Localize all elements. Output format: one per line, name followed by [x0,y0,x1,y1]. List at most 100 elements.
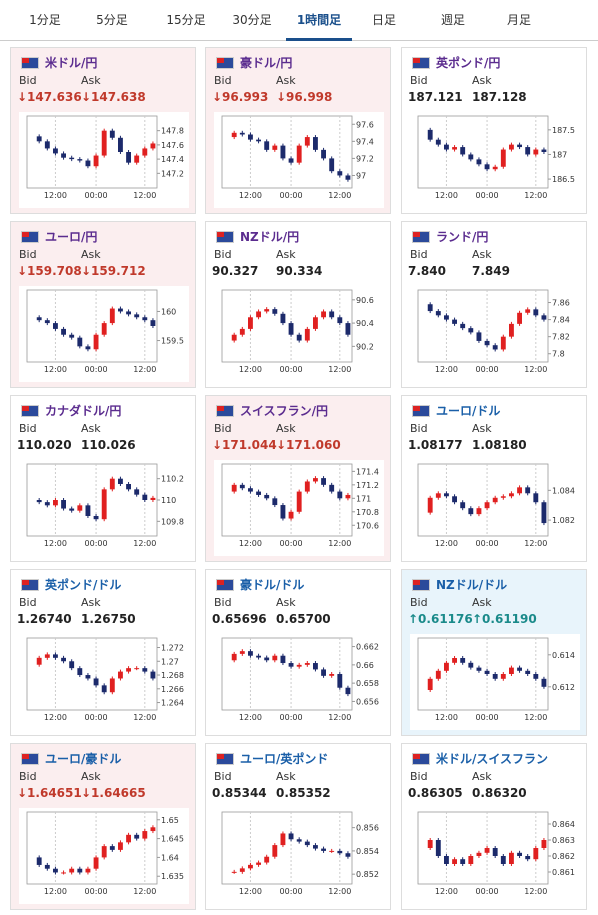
tab[interactable]: 1分足 [29,13,61,27]
mini-chart: 1.264 1.266 1.268 1.27 1.272 12:00 00:00 12:00 [19,634,189,730]
x-tick-label: 12:00 [44,887,67,896]
rate-card[interactable]: 米ドル/スイスフラン Bid Ask 0.86305 0.86320 0.861 0.862… [401,743,587,910]
x-tick-label: 12:00 [524,887,547,896]
bid-label: Bid [19,74,37,87]
bid-price: 110.020 [17,438,72,452]
candle [313,845,318,849]
pair-name: 米ドル/スイスフラン [436,752,549,766]
candle [231,653,237,661]
candle [248,488,253,492]
flag-mark [413,232,420,237]
rate-card[interactable]: NZドル/円 Bid Ask 90.327 90.334 90.2 90.4 90.6 12:0… [205,221,391,388]
rate-card[interactable]: スイスフラン/円 Bid Ask ↓171.044 ↓171.060 170.6 170.8… [205,395,391,562]
candle [296,491,302,512]
candle [525,487,531,494]
y-tick-label: 90.6 [356,296,374,305]
y-tick-label: 1.635 [161,872,184,881]
y-tick-label: 0.864 [552,820,575,829]
bid-price: ↓96.993 [212,90,269,104]
bid-label: Bid [214,422,232,435]
candle [444,493,449,497]
candle [44,654,50,658]
rate-card[interactable]: カナダドル/円 Bid Ask 110.020 110.026 109.8 110 110.2… [10,395,196,562]
tab[interactable]: 1時間足 [286,0,352,41]
candle [525,147,531,155]
flag-mark [413,406,420,411]
tab[interactable]: 15分足 [166,13,206,27]
x-tick-label: 12:00 [328,191,351,200]
candle [452,496,457,503]
candle [36,317,42,321]
pair-name: 英ポンド/円 [436,56,501,70]
tab[interactable]: 日足 [371,13,396,27]
candle [541,149,547,152]
bid-price: 1.26740 [17,612,72,626]
mini-chart: 147.2 147.4 147.6 147.8 12:00 00:00 12:00 [19,112,189,208]
plot-frame [26,463,158,537]
rate-card[interactable]: 豪ドル/ドル Bid Ask 0.65696 0.65700 0.656 0.658 0.66… [205,569,391,736]
candle [77,159,83,161]
candle [256,655,261,658]
candle [44,320,50,324]
candle [69,868,75,873]
y-tick-label: 147.4 [161,155,184,164]
rate-card[interactable]: NZドル/ドル Bid Ask ↑0.61176 ↑0.61190 0.612 0.614 1… [401,569,587,736]
rate-card[interactable]: ランド/円 Bid Ask 7.840 7.849 7.8 7.82 7.84 7.86 12:0… [401,221,587,388]
tab[interactable]: 月足 [506,13,531,27]
ask-price: ↓159.712 [81,264,146,278]
rate-card[interactable]: ユーロ/円 Bid Ask ↓159.708 ↓159.712 159.5 160 12:00… [10,221,196,388]
tab[interactable]: 30分足 [232,13,272,27]
mini-chart: 186.5 187 187.5 12:00 00:00 12:00 [410,112,580,208]
ask-label: Ask [276,596,296,609]
mini-chart: 0.861 0.862 0.863 0.864 12:00 00:00 12:00 [410,808,580,904]
flag-mark [22,754,29,759]
candle [435,493,441,498]
ask-label: Ask [81,596,101,609]
tab[interactable]: 週足 [440,13,465,27]
candle [500,496,506,498]
candle [304,663,310,665]
bid-price: 187.121 [408,90,463,104]
pair-name: 英ポンド/ドル [45,578,122,592]
rate-card[interactable]: ユーロ/英ポンド Bid Ask 0.85344 0.85352 0.852 0.854 0.… [205,743,391,910]
candle [85,675,91,679]
bid-label: Bid [410,596,428,609]
y-tick-label: 90.4 [356,319,374,328]
rate-card[interactable]: 英ポンド/ドル Bid Ask 1.26740 1.26750 1.264 1.266 1.2… [10,569,196,736]
candle [93,857,99,869]
ask-price: 0.65700 [276,612,331,626]
candle [517,312,522,324]
candle [329,484,335,492]
candle [468,856,474,864]
candle [77,868,83,873]
bid-price: ↓159.708 [17,264,82,278]
flag [412,57,430,69]
candle [313,137,318,150]
rate-card[interactable]: ユーロ/ドル Bid Ask 1.08177 1.08180 1.082 1.084 12:0… [401,395,587,562]
x-tick-label: 12:00 [133,539,156,548]
candle [109,678,115,693]
y-tick-label: 186.5 [552,175,575,184]
rate-card[interactable]: ユーロ/豪ドル Bid Ask ↓1.64651 ↓1.64665 1.635 1.64 1.… [10,743,196,910]
y-tick-label: 109.8 [161,517,184,526]
ask-label: Ask [81,74,101,87]
rate-card[interactable]: 英ポンド/円 Bid Ask 187.121 187.128 186.5 187 187.5 1… [401,47,587,214]
x-tick-label: 12:00 [435,713,458,722]
candle [329,311,335,318]
candle [533,149,539,155]
candle [541,678,547,687]
candle [288,511,294,519]
candle [533,848,539,860]
flag [412,231,430,243]
flag-mark [217,754,224,759]
candle [126,152,131,163]
ask-price: ↓1.64665 [81,786,146,800]
candle [304,328,310,341]
plot-frame [221,289,353,363]
rate-card[interactable]: 豪ドル/円 Bid Ask ↓96.993 ↓96.998 97 97.2 97.4 97.6 1… [205,47,391,214]
tab[interactable]: 5分足 [96,13,128,27]
candle [541,840,547,848]
y-tick-label: 7.8 [552,350,565,359]
candle [484,340,490,346]
rate-card[interactable]: 米ドル/円 Bid Ask ↓147.636 ↓147.638 147.2 147.4 147… [10,47,196,214]
